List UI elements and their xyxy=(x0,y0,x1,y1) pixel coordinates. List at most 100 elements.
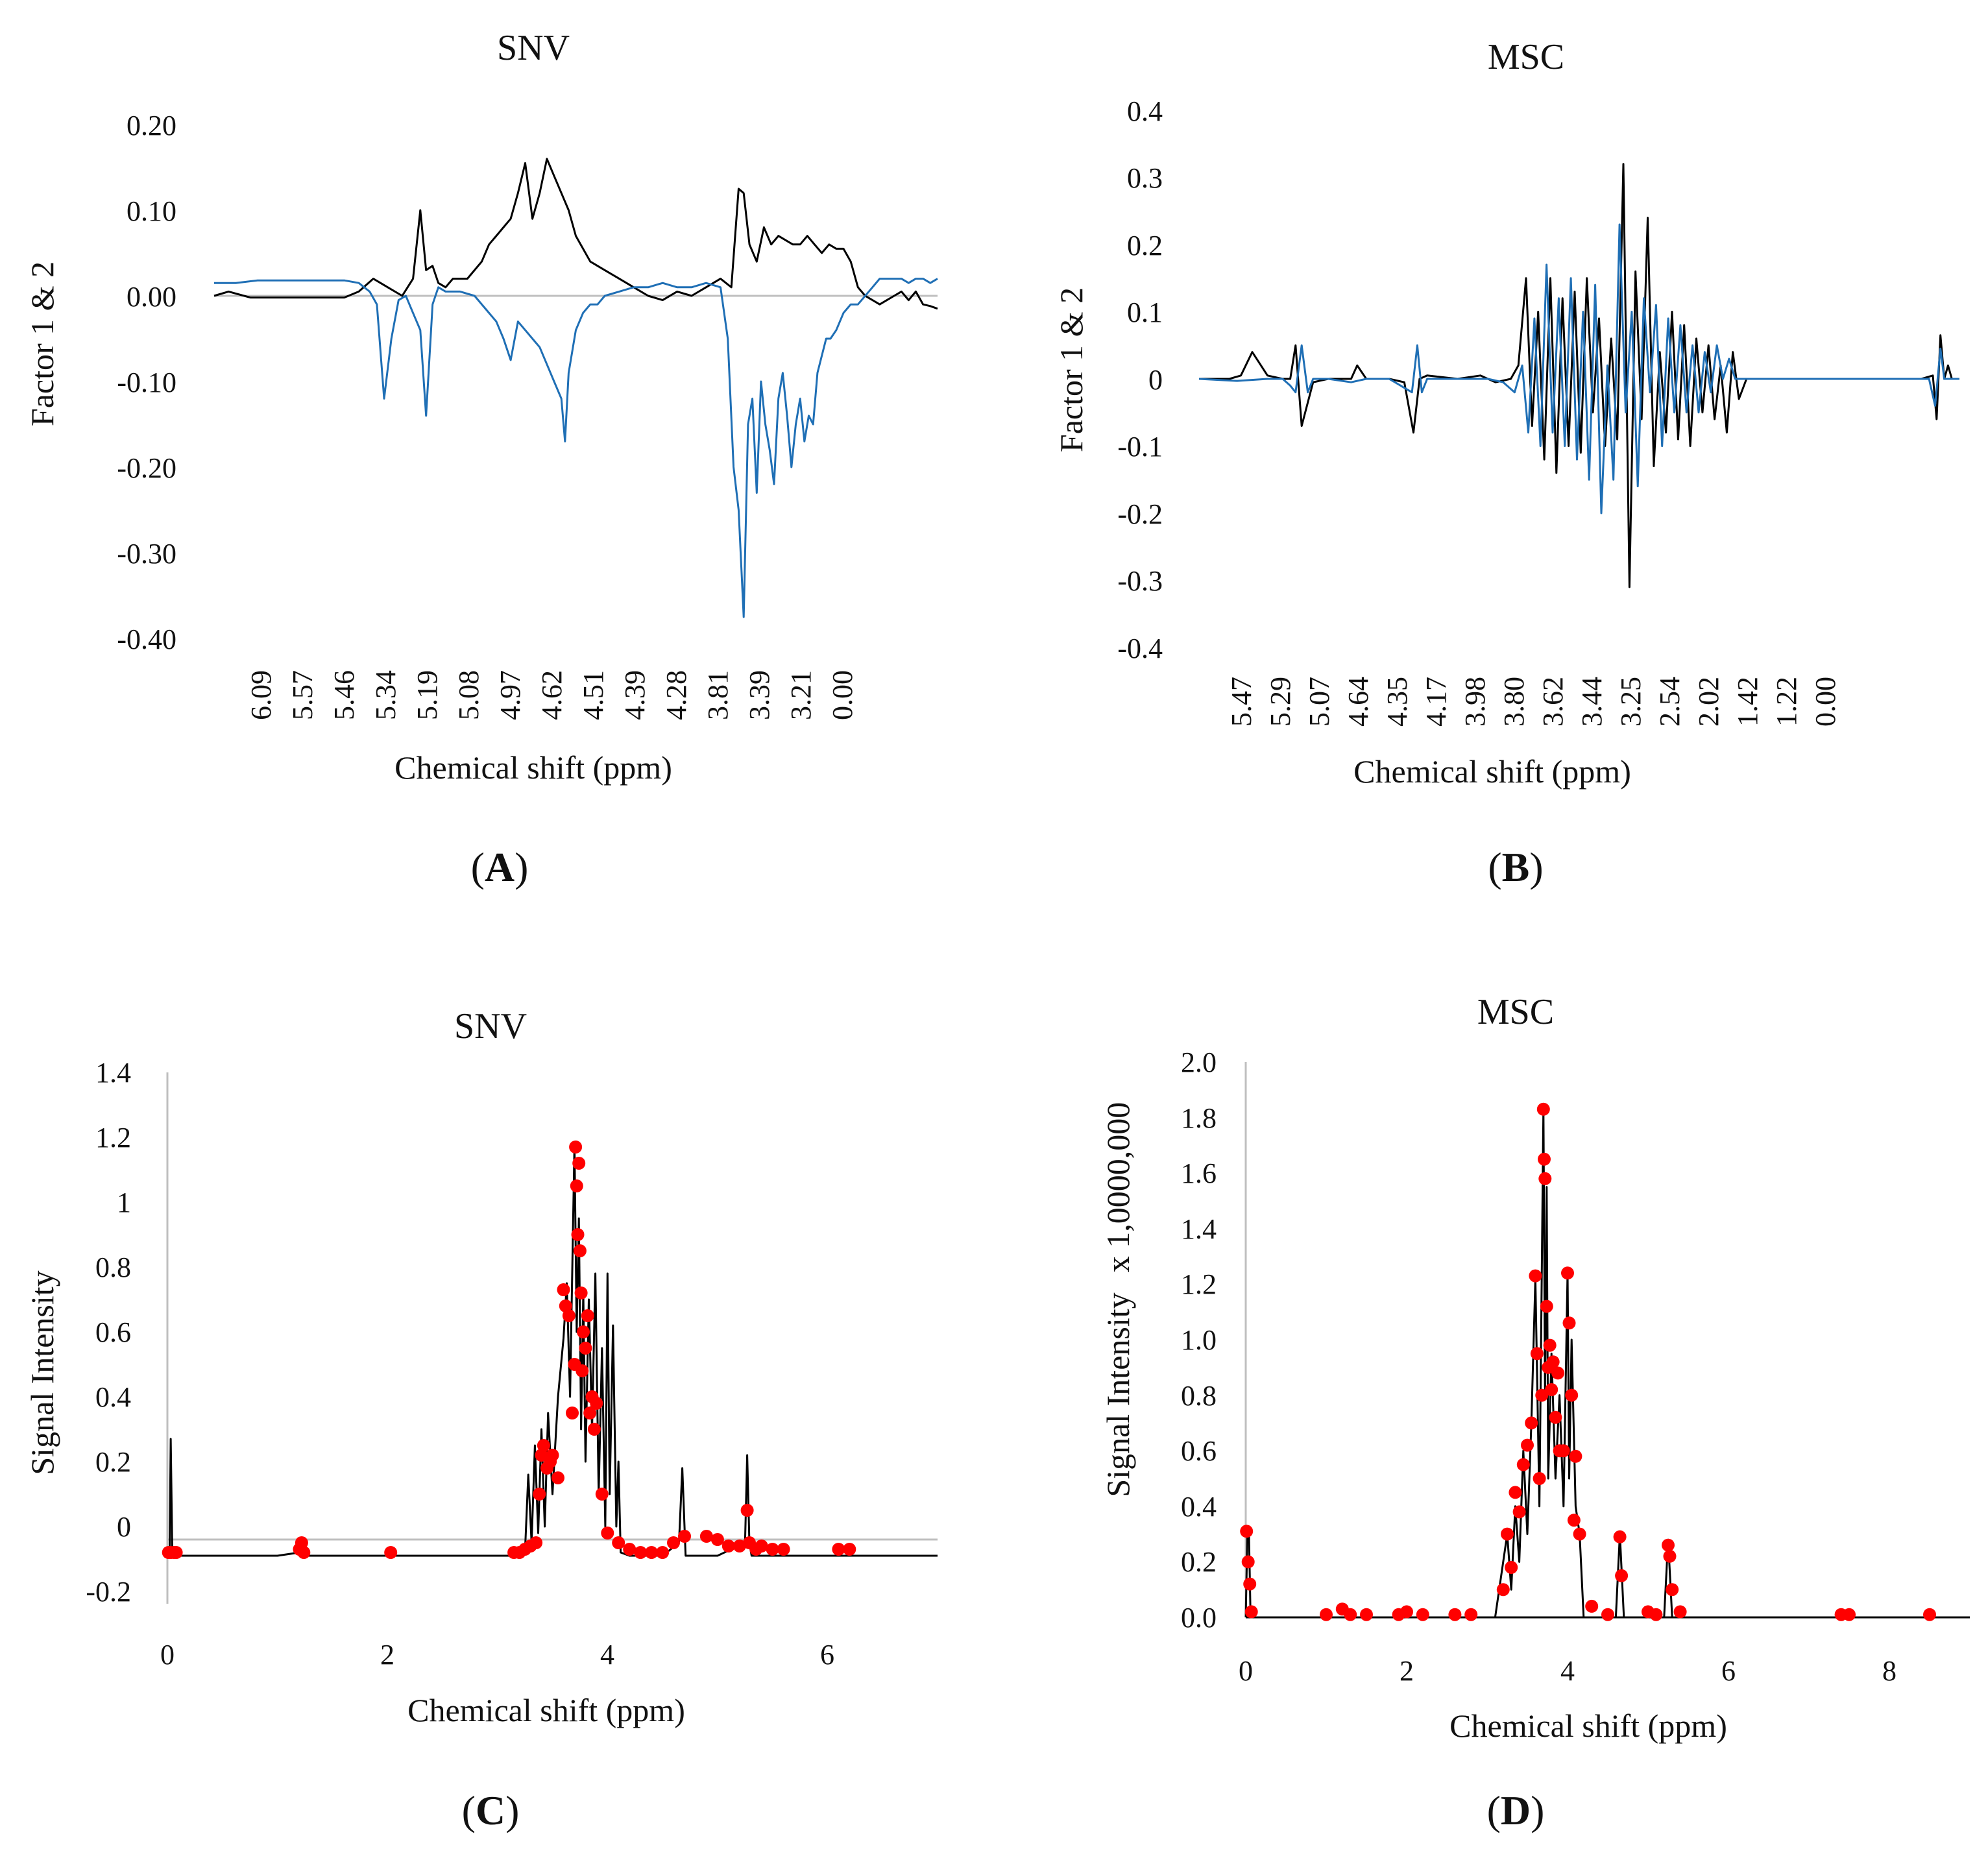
panel-b-y-tick: 0.3 xyxy=(1127,162,1163,194)
panel-c-selected-point xyxy=(587,1423,601,1436)
panel-d-series-spectrum xyxy=(1244,1108,1970,1619)
panel-d-selected-point xyxy=(1529,1269,1542,1283)
panel-b: MSC Factor 1 & 2 0.4 0.3 0.2 0.1 0 -0.1 … xyxy=(1053,37,1959,890)
panel-b-x-tick: 4.35 xyxy=(1381,677,1413,727)
panel-d-selected-point xyxy=(1512,1505,1526,1519)
panel-d-y-tick: 0.4 xyxy=(1181,1491,1217,1523)
panel-c-y-tick: 1.4 xyxy=(95,1057,131,1089)
panel-b-x-axis-title: Chemical shift (ppm) xyxy=(1353,753,1631,790)
panel-d-x-ticks: 0 2 4 6 8 xyxy=(1239,1655,1897,1687)
panel-c-selected-point xyxy=(645,1546,659,1559)
panel-c-x-tick: 2 xyxy=(380,1639,394,1671)
panel-b-x-tick: 3.98 xyxy=(1459,677,1491,727)
panel-c-selected-point xyxy=(557,1283,570,1296)
panel-c-y-tick: 0.2 xyxy=(95,1446,131,1478)
panel-b-y-tick: 0.4 xyxy=(1127,95,1163,127)
panel-d-selected-point xyxy=(1360,1608,1373,1621)
panel-c-y-tick: 0.6 xyxy=(95,1316,131,1348)
panel-b-x-tick: 2.54 xyxy=(1654,677,1686,727)
panel-b-x-tick: 3.62 xyxy=(1537,677,1569,727)
panel-c-y-tick: 0.4 xyxy=(95,1381,131,1413)
panel-d-selected-point xyxy=(1662,1538,1675,1552)
panel-a-label: (A) xyxy=(471,844,529,890)
panel-b-y-tick: -0.1 xyxy=(1117,431,1163,463)
panel-c-selected-point xyxy=(533,1488,546,1501)
panel-c-title: SNV xyxy=(454,1006,527,1046)
panel-d-selected-point xyxy=(1538,1172,1552,1185)
panel-d-selected-point xyxy=(1243,1577,1257,1591)
panel-d-selected-point xyxy=(1344,1608,1357,1621)
panel-b-title: MSC xyxy=(1488,37,1564,77)
panel-a-x-ticks: 6.09 5.57 5.46 5.34 5.19 5.08 4.97 4.62 … xyxy=(245,670,858,720)
panel-d-label: (D) xyxy=(1487,1787,1545,1833)
panel-a-x-tick: 5.19 xyxy=(411,670,443,720)
panel-c-x-axis-title: Chemical shift (ppm) xyxy=(407,1692,685,1728)
panel-d-x-axis-title: Chemical shift (ppm) xyxy=(1449,1708,1727,1744)
panel-d-selected-point xyxy=(1569,1449,1582,1463)
panel-c-selected-point xyxy=(721,1540,735,1552)
panel-c-selected-point xyxy=(384,1546,398,1559)
panel-a-x-tick: 0.00 xyxy=(827,670,858,720)
panel-c-selected-point xyxy=(581,1309,594,1322)
panel-a-y-tick: 0.00 xyxy=(127,281,176,313)
panel-d-selected-point xyxy=(1533,1472,1546,1485)
panel-a-y-tick: 0.20 xyxy=(127,110,176,141)
panel-d-selected-point xyxy=(1509,1486,1522,1499)
panel-b-x-tick: 5.47 xyxy=(1226,677,1257,727)
panel-b-x-tick: 3.25 xyxy=(1615,677,1647,727)
panel-d-selected-point xyxy=(1551,1366,1565,1380)
panel-c-selected-point xyxy=(552,1471,564,1484)
panel-d-y-tick: 0.0 xyxy=(1181,1602,1217,1634)
panel-b-label: (B) xyxy=(1488,844,1543,890)
panel-d-selected-point xyxy=(1649,1608,1663,1621)
panel-d-selected-point xyxy=(1585,1599,1599,1613)
panel-a-x-tick: 5.46 xyxy=(328,670,360,720)
panel-b-y-axis-title: Factor 1 & 2 xyxy=(1053,287,1089,452)
panel-c-label: (C) xyxy=(462,1787,520,1833)
panel-b-y-tick: -0.4 xyxy=(1117,633,1163,664)
panel-d-selected-point xyxy=(1525,1416,1538,1430)
panel-a-x-tick: 4.62 xyxy=(536,670,568,720)
panel-b-x-tick: 1.22 xyxy=(1771,677,1802,727)
panel-a-x-axis-title: Chemical shift (ppm) xyxy=(394,749,672,786)
panel-c-selected-point xyxy=(777,1543,790,1556)
panel-b-x-tick: 4.17 xyxy=(1420,677,1452,727)
panel-c-selected-point xyxy=(571,1228,585,1241)
panel-c-selected-point xyxy=(832,1543,845,1556)
panel-d-label-letter: D xyxy=(1501,1787,1531,1833)
panel-a-x-tick: 4.28 xyxy=(661,670,692,720)
panel-d-selected-point xyxy=(1673,1605,1687,1619)
panel-a-y-axis-title: Factor 1 & 2 xyxy=(24,261,60,426)
panel-d-y-tick: 0.8 xyxy=(1181,1380,1217,1412)
panel-a: SNV Factor 1 & 2 0.20 0.10 0.00 -0.10 -0… xyxy=(24,28,938,890)
panel-c-x-tick: 4 xyxy=(600,1639,614,1671)
panel-d-y-ticks: 2.0 1.8 1.6 1.4 1.2 1.0 0.8 0.6 0.4 0.2 … xyxy=(1181,1046,1217,1634)
panel-a-y-tick: -0.30 xyxy=(117,538,176,570)
panel-a-y-tick: 0.10 xyxy=(127,195,176,227)
panel-d-selected-point xyxy=(1400,1605,1413,1619)
panel-d-y-tick: 1.0 xyxy=(1181,1324,1217,1356)
panel-c-selected-point xyxy=(566,1407,579,1419)
panel-c-selected-point xyxy=(623,1543,636,1556)
panel-b-x-tick: 3.80 xyxy=(1498,677,1530,727)
panel-c-selected-point xyxy=(583,1407,597,1419)
panel-c-selected-point xyxy=(634,1546,648,1559)
panel-a-series-factor-2 xyxy=(214,278,938,618)
panel-c-y-tick: 0.8 xyxy=(95,1251,131,1283)
panel-b-y-tick: -0.2 xyxy=(1117,498,1163,530)
panel-c-x-ticks: 0 2 4 6 xyxy=(160,1639,834,1671)
panel-b-x-tick: 4.64 xyxy=(1342,677,1374,727)
panel-c-selected-point xyxy=(678,1530,691,1543)
panel-c-selected-point xyxy=(590,1397,603,1410)
panel-c-selected-point xyxy=(576,1364,589,1377)
panel-d-selected-point xyxy=(1240,1525,1254,1538)
panel-a-x-tick: 4.97 xyxy=(494,670,526,720)
panel-c-selected-point xyxy=(656,1546,670,1559)
panel-a-x-tick: 3.39 xyxy=(744,670,775,720)
panel-d-selected-point xyxy=(1613,1530,1627,1543)
panel-a-x-tick: 4.39 xyxy=(619,670,651,720)
panel-d-selected-point xyxy=(1535,1388,1549,1402)
panel-d-selected-point xyxy=(1244,1605,1258,1619)
panel-b-label-letter: B xyxy=(1502,844,1530,890)
